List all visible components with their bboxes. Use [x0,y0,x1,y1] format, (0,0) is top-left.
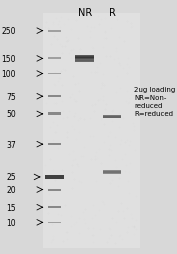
Text: 2ug loading
NR=Non-
reduced
R=reduced: 2ug loading NR=Non- reduced R=reduced [134,87,176,117]
Text: 20: 20 [6,185,16,194]
FancyBboxPatch shape [75,55,94,56]
FancyBboxPatch shape [48,58,61,60]
Text: R: R [109,8,116,18]
Text: 250: 250 [1,27,16,36]
FancyBboxPatch shape [103,117,121,118]
Text: 37: 37 [6,140,16,149]
FancyBboxPatch shape [75,56,94,57]
Text: 10: 10 [6,218,16,227]
FancyBboxPatch shape [48,144,61,146]
FancyBboxPatch shape [45,175,64,179]
FancyBboxPatch shape [48,189,61,191]
Text: 150: 150 [1,55,16,64]
FancyBboxPatch shape [103,173,121,174]
FancyBboxPatch shape [75,58,94,59]
Text: 50: 50 [6,110,16,119]
FancyBboxPatch shape [48,222,61,223]
Text: 75: 75 [6,92,16,101]
FancyBboxPatch shape [48,113,61,116]
FancyBboxPatch shape [48,96,61,98]
FancyBboxPatch shape [103,172,121,173]
FancyBboxPatch shape [75,59,94,60]
Text: 15: 15 [6,203,16,212]
FancyBboxPatch shape [43,14,140,248]
Text: 100: 100 [1,70,16,79]
FancyBboxPatch shape [103,116,121,117]
FancyBboxPatch shape [75,57,94,58]
FancyBboxPatch shape [103,171,121,172]
Text: 25: 25 [6,173,16,182]
FancyBboxPatch shape [48,207,61,208]
Text: NR: NR [78,8,92,18]
FancyBboxPatch shape [48,73,61,75]
FancyBboxPatch shape [48,30,61,33]
FancyBboxPatch shape [103,118,121,119]
